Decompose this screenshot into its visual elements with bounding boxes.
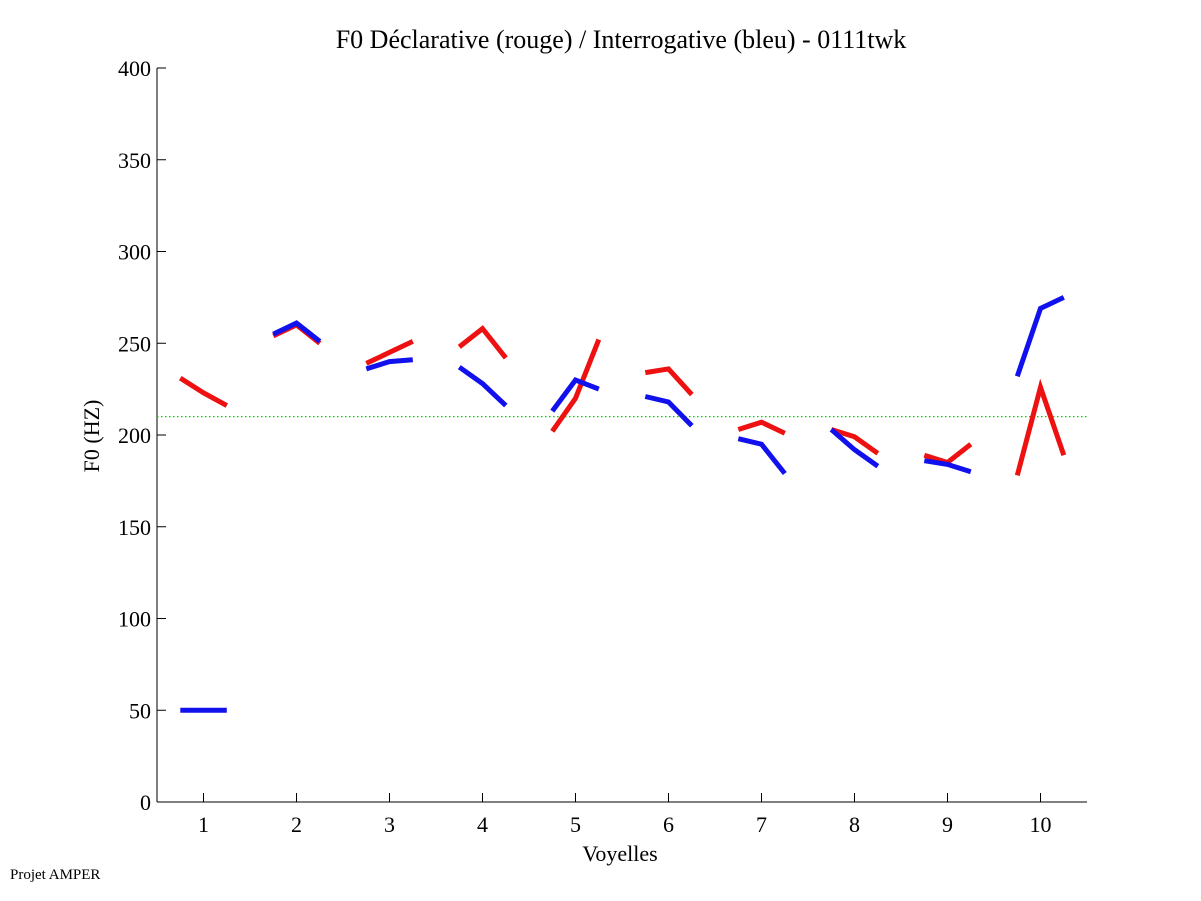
x-tick-label: 9 <box>942 812 953 837</box>
y-tick-label: 100 <box>118 607 151 632</box>
f0-segment <box>365 339 414 366</box>
chart-title: F0 Déclarative (rouge) / Interrogative (… <box>336 25 907 54</box>
footer-credit: Projet AMPER <box>10 867 100 883</box>
f0-segment <box>365 357 413 372</box>
f0-segment <box>737 436 787 476</box>
y-tick-label: 0 <box>140 790 151 815</box>
f0-segment <box>829 427 880 469</box>
x-tick-label: 5 <box>570 812 581 837</box>
y-axis-label: F0 (HZ) <box>79 400 104 473</box>
f0-segment <box>923 458 972 475</box>
y-tick-label: 350 <box>118 148 151 173</box>
y-tick-label: 50 <box>129 698 151 723</box>
f0-segment <box>550 338 602 433</box>
x-tick-label: 3 <box>384 812 395 837</box>
f0-segment <box>457 325 508 360</box>
y-tick-label: 400 <box>118 56 151 81</box>
x-tick-label: 1 <box>198 812 209 837</box>
f0-segment <box>1014 378 1067 477</box>
f0-segment <box>737 419 786 436</box>
series-déclarative <box>178 321 1067 477</box>
x-tick-label: 7 <box>756 812 767 837</box>
f0-segment <box>457 365 508 408</box>
x-axis-label: Voyelles <box>582 841 657 866</box>
x-tick-label: 6 <box>663 812 674 837</box>
f0-segment <box>1014 295 1065 378</box>
f0-segment <box>178 375 229 408</box>
f0-segment <box>830 427 880 456</box>
y-tick-label: 150 <box>118 515 151 540</box>
x-tick-label: 2 <box>291 812 302 837</box>
x-tick-label: 8 <box>849 812 860 837</box>
series-interrogative <box>180 295 1065 713</box>
f0-segment <box>644 394 694 428</box>
f0-segment <box>644 366 694 397</box>
axes: 0 50 100 150 200 250 300 350 400 1 2 3 4 5 6 7 8 9 10 <box>118 56 1087 837</box>
y-tick-label: 200 <box>118 423 151 448</box>
x-tick-label: 4 <box>477 812 488 837</box>
x-tick-label: 10 <box>1030 812 1052 837</box>
y-tick-label: 250 <box>118 331 151 356</box>
f0-segment <box>550 376 600 413</box>
f0-segment <box>272 320 322 344</box>
series-group <box>178 295 1067 713</box>
y-tick-label: 300 <box>118 240 151 265</box>
